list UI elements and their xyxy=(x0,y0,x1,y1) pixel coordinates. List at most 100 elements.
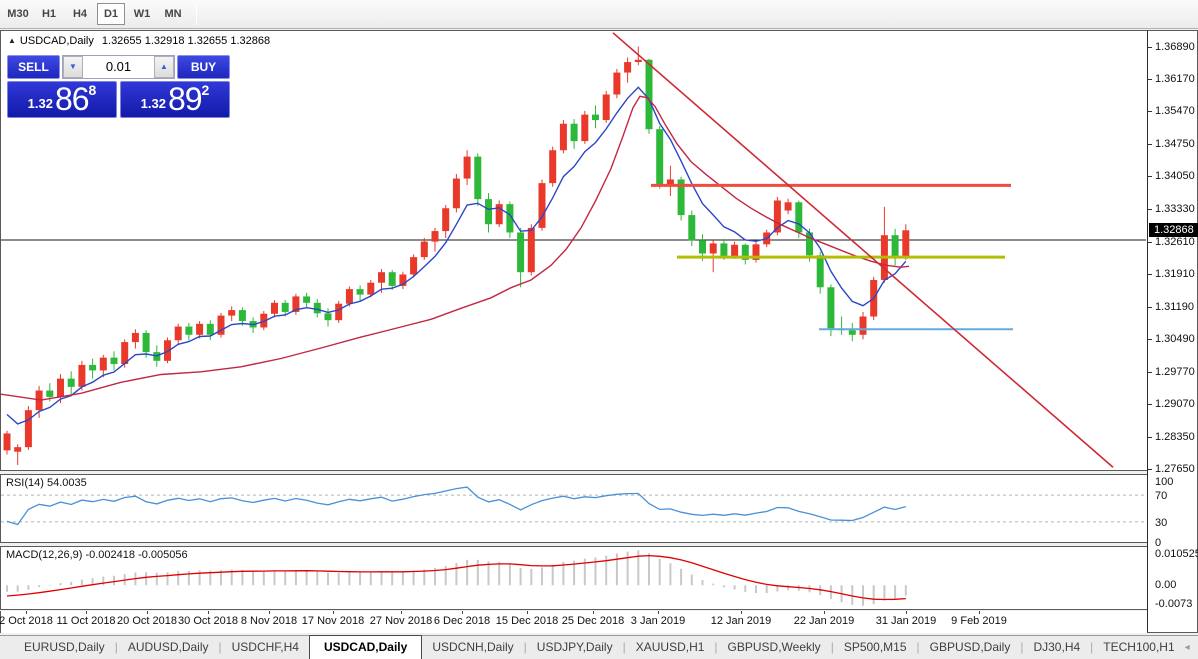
date-tick xyxy=(333,611,334,614)
sell-price-prefix: 1.32 xyxy=(27,96,53,111)
price-tick-label: 1.36170 xyxy=(1155,73,1195,85)
timeframe-button-h4[interactable]: H4 xyxy=(66,3,94,25)
tab-separator: | xyxy=(218,640,222,654)
date-label: 9 Feb 2019 xyxy=(951,615,1007,627)
volume-value[interactable]: 0.01 xyxy=(105,59,132,74)
price-tick xyxy=(1148,176,1152,177)
date-tick xyxy=(906,611,907,614)
tab-gbpusd-weekly[interactable]: GBPUSD,Weekly xyxy=(727,640,821,654)
sell-button[interactable]: SELL xyxy=(7,55,60,79)
price-tick-label: 1.29070 xyxy=(1155,398,1195,410)
tab-separator: | xyxy=(830,640,834,654)
price-tick xyxy=(1148,144,1152,145)
macd-axis-label-bottom: -0.0073 xyxy=(1155,598,1193,610)
date-label: 15 Dec 2018 xyxy=(495,615,559,627)
tab-scroll-left-icon[interactable]: ◂ xyxy=(1184,642,1190,653)
current-price-badge: 1.32868 xyxy=(1149,223,1198,237)
tab-separator: | xyxy=(714,640,718,654)
price-tick xyxy=(1148,242,1152,243)
date-label: 20 Oct 2018 xyxy=(117,615,177,627)
tab-separator: | xyxy=(1020,640,1024,654)
tab-xauusd-h1[interactable]: XAUUSD,H1 xyxy=(635,640,705,654)
tab-separator: | xyxy=(1090,640,1094,654)
one-click-trading-widget: SELL ▼ 0.01 ▲ BUY 1.32 86 8 1.32 89 2 xyxy=(7,55,230,118)
price-tick xyxy=(1148,209,1152,210)
tab-separator: | xyxy=(916,640,920,654)
timeframe-button-mn[interactable]: MN xyxy=(159,3,187,25)
macd-axis-label-zero: 0.00 xyxy=(1155,579,1177,591)
tab-audusd-daily[interactable]: AUDUSD,Daily xyxy=(127,640,209,654)
tab-separator: | xyxy=(114,640,118,654)
date-label: 30 Oct 2018 xyxy=(178,615,238,627)
tab-usdjpy-daily[interactable]: USDJPY,Daily xyxy=(536,640,613,654)
date-label: 12 Jan 2019 xyxy=(710,615,772,627)
chart-tabs: EURUSD,Daily | AUDUSD,Daily | USDCHF,H4 USDCA… xyxy=(14,634,1185,659)
rsi-axis-label: 70 xyxy=(1155,490,1168,503)
date-label: 11 Oct 2018 xyxy=(56,615,116,627)
tab-scroll-arrows: ◂ ▸ xyxy=(1185,642,1198,659)
price-tick xyxy=(1148,339,1152,340)
date-tick xyxy=(658,611,659,614)
price-tick-label: 1.34750 xyxy=(1155,138,1195,150)
tab-dj30-h4[interactable]: DJ30,H4 xyxy=(1033,640,1081,654)
macd-label: MACD(12,26,9) -0.002418 -0.005056 xyxy=(6,549,188,561)
tab-tech100-h1[interactable]: TECH100,H1 xyxy=(1103,640,1175,654)
timeframe-button-h1[interactable]: H1 xyxy=(35,3,63,25)
rsi-indicator-panel[interactable]: RSI(14) 54.0035 xyxy=(0,474,1147,543)
price-tick xyxy=(1148,79,1152,80)
date-tick xyxy=(462,611,463,614)
chart-title: USDCAD,Daily xyxy=(19,35,94,47)
date-label: 22 Jan 2019 xyxy=(793,615,855,627)
macd-axis-label-top: 0.010525 xyxy=(1155,548,1198,560)
macd-indicator-panel[interactable]: MACD(12,26,9) -0.002418 -0.005056 xyxy=(0,546,1147,610)
rsi-label: RSI(14) 54.0035 xyxy=(6,477,87,489)
timeframe-button-d1[interactable]: D1 xyxy=(97,3,125,25)
tab-sp500-m15[interactable]: SP500,M15 xyxy=(843,640,907,654)
date-tick xyxy=(401,611,402,614)
ohlc-values: 1.32655 1.32918 1.32655 1.32868 xyxy=(101,35,271,47)
price-tick-label: 1.31190 xyxy=(1155,301,1194,313)
tab-separator: | xyxy=(622,640,626,654)
tab-usdchf-h4[interactable]: USDCHF,H4 xyxy=(231,640,299,654)
sell-price-big: 86 xyxy=(54,81,90,117)
price-tick-label: 1.30490 xyxy=(1155,333,1195,345)
date-tick xyxy=(741,611,742,614)
date-tick xyxy=(26,611,27,614)
buy-price-display[interactable]: 1.32 89 2 xyxy=(120,81,230,118)
volume-decrease-button[interactable]: ▼ xyxy=(63,56,83,78)
date-tick xyxy=(979,611,980,614)
symbol-header: ▲ USDCAD,Daily 1.32655 1.32918 1.32655 1.3… xyxy=(8,35,270,47)
collapse-icon[interactable]: ▲ xyxy=(8,36,16,45)
date-axis[interactable]: 2 Oct 2018 11 Oct 2018 20 Oct 2018 30 Oct 2… xyxy=(0,611,1147,633)
price-axis[interactable]: 1.36890 1.36170 1.35470 1.34750 1.34050 1.333… xyxy=(1147,30,1198,633)
tab-usdcad-daily[interactable]: USDCAD,Daily xyxy=(308,635,423,659)
price-tick xyxy=(1148,372,1152,373)
price-tick-label: 1.33330 xyxy=(1155,203,1195,215)
rsi-chart xyxy=(1,486,1146,526)
rsi-axis-label: 0 xyxy=(1155,537,1162,549)
tab-usdcnh-daily[interactable]: USDCNH,Daily xyxy=(432,640,514,654)
price-tick-label: 1.28350 xyxy=(1155,431,1195,443)
date-tick xyxy=(593,611,594,614)
buy-price-prefix: 1.32 xyxy=(140,96,166,111)
price-tick-label: 1.29770 xyxy=(1155,366,1195,378)
price-tick-label: 1.34050 xyxy=(1155,170,1195,182)
volume-increase-button[interactable]: ▲ xyxy=(154,56,174,78)
tab-separator: | xyxy=(523,640,527,654)
timeframe-toolbar: M30 H1 H4 D1 W1 MN xyxy=(0,0,1198,29)
price-tick-label: 1.35470 xyxy=(1155,105,1195,117)
date-tick xyxy=(824,611,825,614)
tab-gbpusd-daily[interactable]: GBPUSD,Daily xyxy=(929,640,1011,654)
date-tick xyxy=(527,611,528,614)
candlestick-chart[interactable] xyxy=(1,31,1146,470)
timeframe-button-m30[interactable]: M30 xyxy=(4,3,32,25)
buy-button[interactable]: BUY xyxy=(177,55,230,79)
buy-price-sup: 2 xyxy=(201,82,210,98)
sell-price-display[interactable]: 1.32 86 8 xyxy=(7,81,117,118)
main-chart-panel[interactable]: ▲ USDCAD,Daily 1.32655 1.32918 1.32655 1.3… xyxy=(0,30,1147,471)
timeframe-button-w1[interactable]: W1 xyxy=(128,3,156,25)
price-tick-label: 1.36890 xyxy=(1155,41,1195,53)
tab-eurusd-daily[interactable]: EURUSD,Daily xyxy=(24,640,105,654)
date-tick xyxy=(86,611,87,614)
